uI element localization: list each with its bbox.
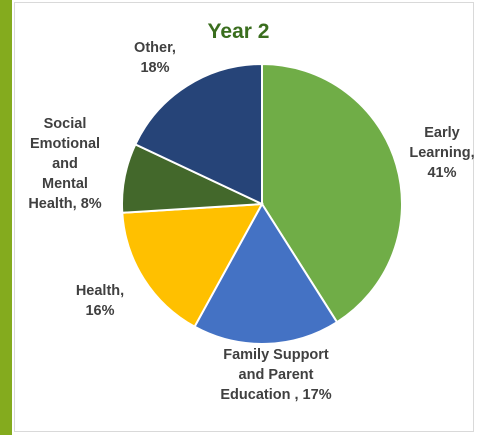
- pie-slice-family-support: [193, 202, 339, 345]
- slice-label-health: Health, 16%: [75, 283, 125, 319]
- accent-bar: [0, 0, 12, 435]
- chart-title: Year 2: [207, 20, 270, 43]
- slice-label-social-emotional: Social Emotional and Mental Health, 8%: [28, 116, 102, 212]
- slice-label-early-learning: Early Learning, 41%: [409, 125, 475, 181]
- pie-slice-other: [133, 62, 263, 206]
- pie-slice-health: [121, 202, 264, 329]
- slice-label-other: Other, 18%: [134, 40, 176, 76]
- slice-label-family-support: Family Support and Parent Education , 17…: [220, 347, 332, 403]
